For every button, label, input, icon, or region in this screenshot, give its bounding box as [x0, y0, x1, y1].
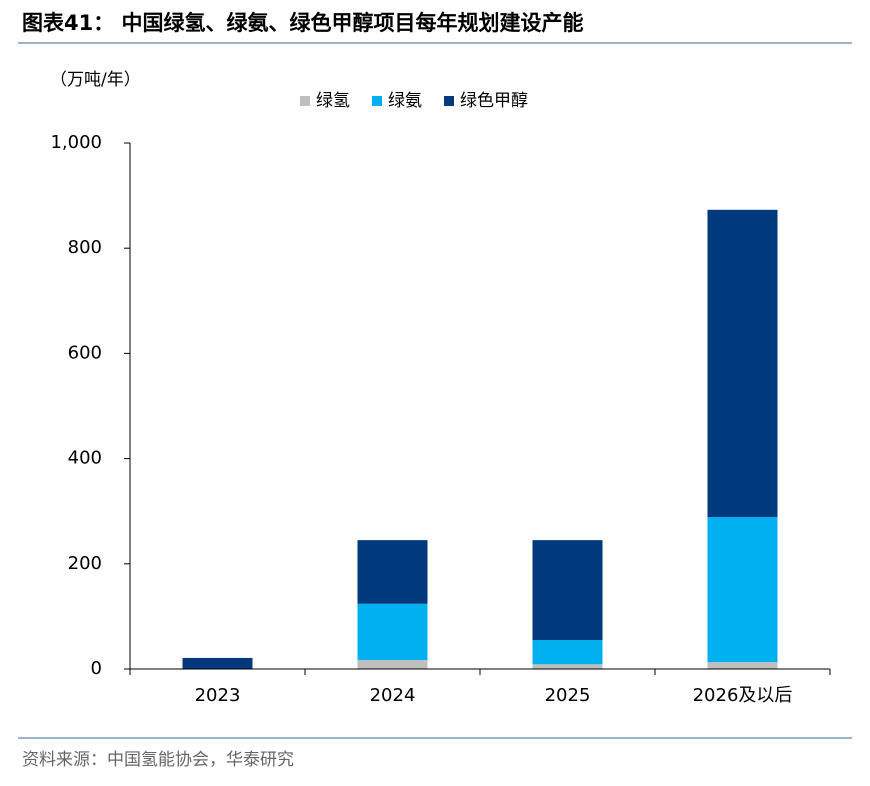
- legend-swatch: [300, 96, 310, 106]
- legend-label: 绿氨: [388, 91, 422, 111]
- bar-segment: [532, 664, 603, 669]
- y-tick-label: 600: [68, 342, 102, 363]
- y-tick-label: 1,000: [50, 132, 102, 153]
- bar-segment: [357, 660, 428, 669]
- y-tick-label: 200: [68, 553, 102, 574]
- x-tick-label: 2025: [545, 685, 591, 706]
- x-tick-label: 2024: [370, 685, 416, 706]
- y-tick-label: 400: [68, 448, 102, 469]
- bar-segment: [707, 209, 778, 517]
- legend-swatch: [372, 96, 382, 106]
- y-axis-unit: （万吨/年）: [50, 70, 141, 90]
- bar-segment: [532, 540, 603, 641]
- bar-segment: [707, 516, 778, 663]
- legend-label: 绿色甲醇: [460, 91, 528, 111]
- source: 资料来源：中国氢能协会，华泰研究: [22, 750, 294, 770]
- legend-swatch: [444, 96, 454, 106]
- bar-segment: [532, 640, 603, 665]
- legend-label: 绿氢: [316, 91, 350, 111]
- y-tick-label: 800: [68, 237, 102, 258]
- bar-segment: [182, 657, 253, 669]
- bar-segment: [357, 540, 428, 604]
- bar-segment: [357, 603, 428, 661]
- x-tick-label: 2023: [195, 685, 241, 706]
- x-tick-label: 2026及以后: [693, 685, 793, 706]
- chart-title: 图表41： 中国绿氢、绿氨、绿色甲醇项目每年规划建设产能: [22, 11, 584, 35]
- y-tick-label: 0: [91, 658, 102, 679]
- bar-segment: [707, 662, 778, 669]
